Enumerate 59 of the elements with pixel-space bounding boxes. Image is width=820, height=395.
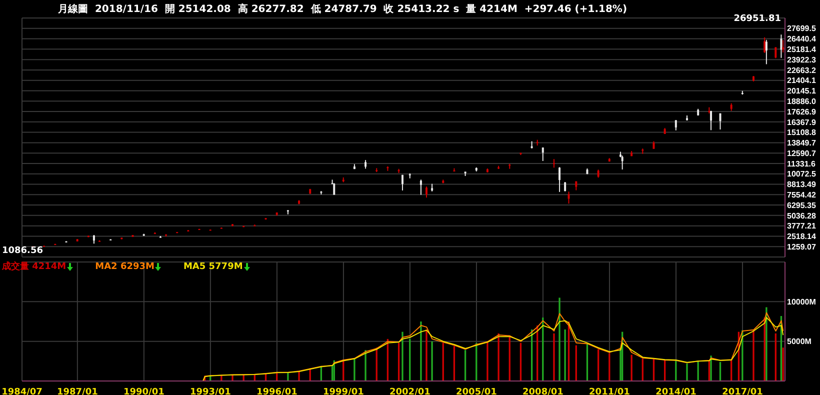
candlestick [765, 39, 768, 65]
y-tick-label: 25181.4 [787, 45, 816, 54]
x-tick-label: 2008/01 [522, 387, 564, 395]
candlestick [621, 155, 624, 170]
text: MA2 6293M [95, 260, 156, 273]
x-tick-label: 2017/01 [722, 387, 763, 395]
candlestick [719, 112, 722, 130]
x-tick-label: 1996/01 [256, 387, 298, 395]
y-tick-label: 17626.9 [787, 107, 816, 116]
candlestick [420, 179, 422, 196]
candlestick [710, 110, 712, 131]
candlestick [774, 46, 777, 59]
candlestick [564, 181, 566, 192]
y-tick-label: 8813.49 [787, 180, 816, 190]
candlestick [764, 36, 766, 54]
candlestick [401, 174, 404, 191]
candlestick [558, 166, 561, 192]
y-tick-label: 6295.35 [787, 200, 816, 210]
y-tick-label: 16367.9 [787, 118, 816, 127]
x-tick-label: 2002/01 [390, 387, 430, 395]
y-tick-label: 12590.7 [787, 148, 816, 158]
annotation: 1086.56 [2, 246, 43, 256]
x-tick-label: 1984/07 [2, 387, 42, 395]
x-tick-label: 1999/01 [323, 387, 364, 395]
y-tick-label: 22663.2 [787, 66, 816, 75]
y-tick-label: 23922.3 [787, 55, 816, 64]
y-tick-label: 5036.28 [787, 211, 816, 220]
y-tick-label: 10072.5 [787, 170, 816, 179]
text: MA5 5779M [183, 260, 244, 273]
candlestick [542, 146, 544, 162]
candlestick [780, 34, 782, 58]
x-tick-label: 2014/01 [656, 387, 696, 395]
x-tick-label: 2011/01 [589, 387, 630, 395]
y-tick-label: 5000M [787, 337, 812, 346]
y-tick-label: 21404.1 [787, 76, 816, 86]
chart-title: 月線圖 2018/11/16 開 25142.08 高 26277.82 低 24787.79 收 25413.22 s 量 4214M +297.46 (+1.18%) [58, 2, 628, 16]
y-tick-label: 15108.8 [787, 128, 816, 138]
x-tick-label: 2005/01 [456, 387, 497, 395]
y-tick-label: 2518.14 [787, 232, 816, 242]
y-tick-label: 11331.6 [787, 159, 816, 168]
y-tick-label: 3777.21 [787, 222, 816, 231]
candlestick [426, 186, 428, 198]
x-tick-label: 1987/01 [56, 387, 98, 395]
candlestick [154, 232, 156, 234]
annotation: 26951.81 [734, 14, 781, 24]
x-tick-label: 1993/01 [190, 387, 231, 395]
y-tick-label: 7554.42 [787, 190, 816, 200]
y-tick-label: 13849.7 [787, 138, 816, 148]
candlestick [568, 191, 570, 204]
candlestick [674, 120, 677, 131]
y-tick-label: 26440.4 [787, 34, 816, 44]
y-tick-label: 27699.5 [787, 24, 816, 34]
y-tick-label: 1259.07 [787, 242, 816, 252]
text: 成交量 4214M [2, 260, 68, 273]
x-tick-label: 1990/01 [123, 387, 164, 395]
y-tick-label: 18886.0 [787, 96, 816, 106]
y-tick-label: 20145.1 [787, 86, 816, 96]
candlestick [333, 182, 336, 196]
y-tick-label: 10000M [787, 298, 816, 307]
